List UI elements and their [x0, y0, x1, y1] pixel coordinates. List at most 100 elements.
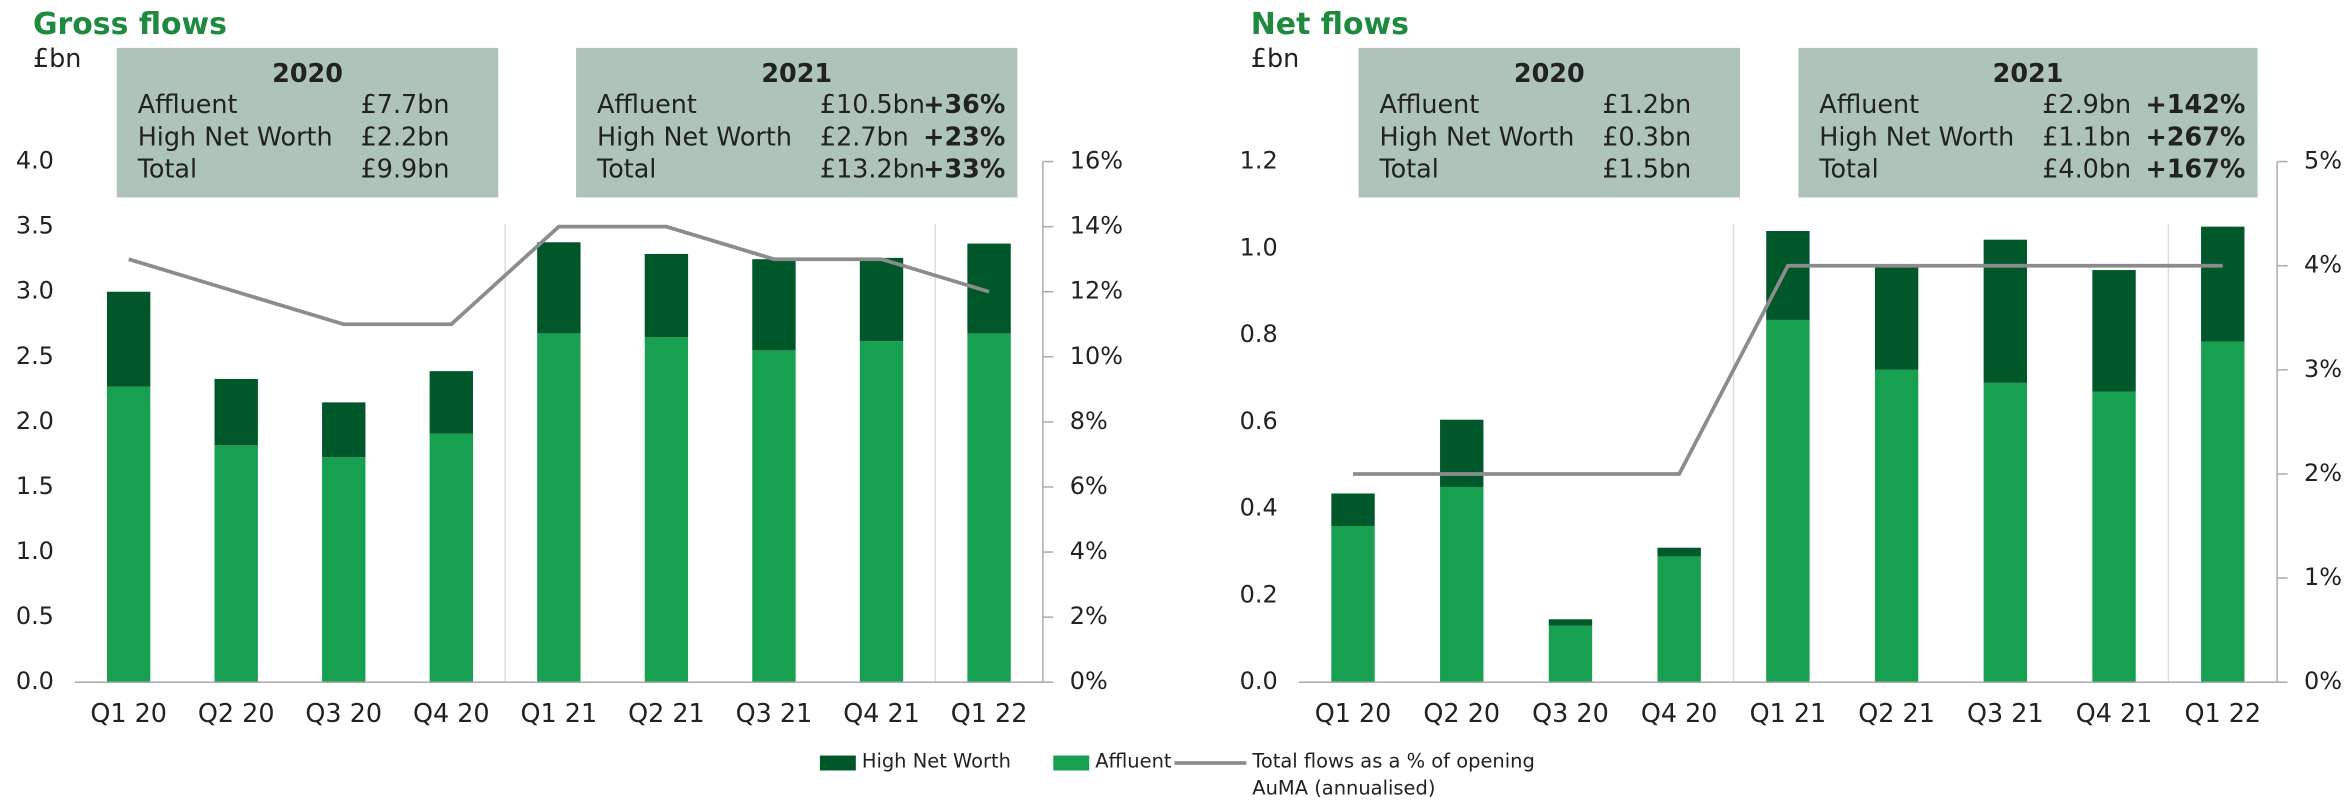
box-cell: £2.7bn [820, 121, 909, 151]
box-title: 2021 [761, 58, 832, 88]
bar-segment [1440, 419, 1484, 487]
x-tick-label: Q1 20 [1315, 698, 1392, 728]
legend-item: Affluent [1095, 751, 1171, 773]
x-tick-label: Q4 20 [413, 698, 490, 728]
y-tick-label: 1.0 [16, 537, 54, 565]
bar-segment [1331, 493, 1375, 527]
x-tick-label: Q1 22 [2184, 698, 2261, 728]
y-tick-label: 2.5 [16, 342, 54, 370]
box-cell: £9.9bn [361, 154, 450, 184]
box-title: 2020 [272, 58, 343, 88]
legend-item: High Net Worth [861, 751, 1011, 774]
box-cell: £2.9bn [2042, 89, 2131, 119]
y-tick-label: 0.6 [1240, 407, 1278, 435]
box-cell: £10.5bn [820, 89, 925, 119]
bar-segment [1331, 526, 1375, 683]
box-cell: £0.3bn [1602, 121, 1691, 151]
line-series [1353, 263, 2223, 476]
bar-segment [214, 445, 258, 683]
box-cell: £4.0bn [2042, 154, 2131, 184]
line-series [128, 224, 990, 327]
box-cell: Affluent [1379, 89, 1479, 119]
x-tick-label: Q3 21 [1967, 698, 2044, 728]
x-tick-label: Q1 22 [951, 698, 1028, 728]
y2-tick-label: 2% [1070, 602, 1108, 630]
bar-segment [859, 257, 904, 342]
x-tick-label: Q1 20 [90, 698, 167, 728]
bar-segment [1874, 265, 1919, 370]
bar-segment [1766, 319, 1810, 683]
box-title: 2020 [1514, 58, 1585, 88]
y-tick-label: 2.0 [16, 407, 54, 435]
x-tick-label: Q2 21 [628, 698, 705, 728]
y2-tick-label: 0% [1070, 667, 1108, 695]
box-cell: Affluent [1819, 89, 1919, 119]
bar-segment [2201, 341, 2245, 683]
bar-segment [1548, 625, 1593, 683]
y-tick-label: 3.0 [16, 277, 54, 305]
bar-segment [429, 371, 473, 434]
x-tick-label: Q4 21 [2076, 698, 2153, 728]
x-tick-label: Q3 20 [305, 698, 382, 728]
x-tick-label: Q4 21 [843, 698, 920, 728]
box-cell: £13.2bn [820, 154, 925, 184]
box-cell: +36% [923, 89, 1005, 119]
box-cell: High Net Worth [1819, 121, 2014, 151]
bar-segment [2092, 391, 2136, 683]
box-cell: +33% [923, 154, 1005, 184]
y-tick-label: 1.0 [1240, 233, 1278, 261]
box-cell: High Net Worth [1379, 121, 1574, 151]
bar-segment [752, 350, 796, 683]
x-tick-label: Q1 21 [521, 698, 598, 728]
chart-title: Gross flows [33, 7, 227, 42]
y-tick-label: 0.0 [1240, 667, 1278, 695]
y2-tick-label: 1% [2304, 563, 2342, 591]
y-tick-label: 0.2 [1240, 580, 1278, 608]
box-cell: Total [596, 154, 656, 184]
bar-segment [1548, 619, 1593, 626]
box-cell: Total [137, 154, 197, 184]
bar-segment [644, 337, 689, 683]
x-tick-label: Q3 20 [1532, 698, 1609, 728]
legend-item: Total flows as a % of opening AuMA (annu… [1252, 751, 1535, 800]
y2-tick-label: 2% [2304, 459, 2342, 487]
bar-segment [214, 378, 258, 446]
y2-tick-label: 8% [1070, 407, 1108, 435]
bar-segment [859, 341, 904, 683]
bar-segment [752, 259, 796, 351]
box-cell: £2.2bn [361, 121, 450, 151]
y-tick-label: 0.4 [1240, 494, 1278, 522]
box-cell: +267% [2145, 121, 2245, 151]
legend-label: High Net Worth [861, 751, 1011, 774]
y-axis-label: £bn [1251, 43, 1299, 73]
y2-tick-label: 4% [1070, 537, 1108, 565]
box-cell: +23% [923, 121, 1005, 151]
y-tick-label: 1.2 [1240, 147, 1278, 175]
summary-box [576, 47, 1018, 198]
box-cell: Affluent [138, 89, 238, 119]
x-tick-label: Q2 21 [1858, 698, 1935, 728]
x-tick-label: Q4 20 [1641, 698, 1718, 728]
y-tick-label: 4.0 [16, 147, 54, 175]
bar-segment [537, 242, 581, 334]
y2-tick-label: 0% [2304, 667, 2342, 695]
bar-segment [106, 386, 151, 683]
y2-tick-label: 12% [1070, 277, 1123, 305]
summary-box [1798, 47, 2258, 198]
y2-tick-label: 6% [1070, 472, 1108, 500]
y2-tick-label: 4% [2304, 251, 2342, 279]
bar-segment [1657, 556, 1701, 683]
box-title: 2021 [1993, 58, 2064, 88]
y2-tick-label: 5% [2304, 147, 2342, 175]
bar-segment [322, 457, 366, 683]
box-cell: Affluent [597, 89, 697, 119]
bar-segment [2201, 226, 2245, 342]
bar-segment [644, 253, 689, 338]
box-cell: +142% [2145, 89, 2245, 119]
y-axis-label: £bn [33, 43, 81, 73]
x-tick-label: Q1 21 [1750, 698, 1827, 728]
box-cell: £1.1bn [2042, 121, 2131, 151]
y2-tick-label: 3% [2304, 355, 2342, 383]
y2-tick-label: 14% [1070, 212, 1123, 240]
